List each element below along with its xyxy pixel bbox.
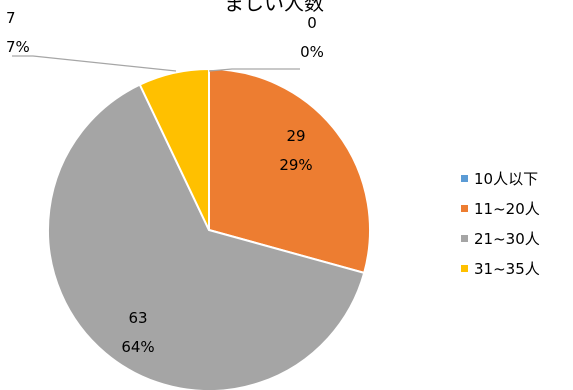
data-label-percent-3: 7% — [6, 38, 30, 56]
legend-label-1: 11~20人 — [474, 200, 540, 218]
legend-label-3: 31~35人 — [474, 260, 540, 278]
pie-slice-3 — [138, 67, 210, 231]
data-label-value-3: 7 — [6, 9, 16, 27]
legend-swatch-2 — [461, 235, 468, 242]
legend-label-0: 10人以下 — [474, 170, 538, 188]
data-label-percent-2: 64% — [121, 338, 154, 356]
data-label-percent-0: 0% — [300, 43, 324, 61]
leader-line-0 — [208, 68, 300, 72]
chart-title: ましい人数 — [224, 0, 324, 15]
legend-label-2: 21~30人 — [474, 230, 540, 248]
legend: 10人以下 11~20人 21~30人 31~35人 — [461, 170, 540, 278]
leader-line-3 — [12, 55, 177, 72]
data-label-percent-1: 29% — [279, 156, 312, 174]
leader-lines — [12, 55, 300, 72]
legend-swatch-0 — [461, 175, 468, 182]
pie-slice-2 — [47, 83, 366, 390]
data-labels: 0 0% 29 29% 63 64% 7 7% — [6, 9, 324, 356]
data-label-value-2: 63 — [128, 309, 147, 327]
data-label-value-0: 0 — [307, 14, 317, 32]
data-label-value-1: 29 — [286, 127, 305, 145]
pie-slices — [47, 67, 371, 390]
legend-swatch-1 — [461, 205, 468, 212]
legend-swatch-3 — [461, 265, 468, 272]
pie-slice-1 — [208, 67, 371, 275]
